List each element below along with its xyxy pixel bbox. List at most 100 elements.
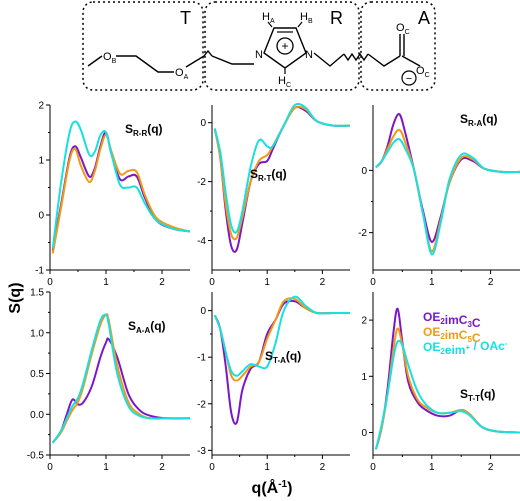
y-tick-label: 0 [361,428,367,439]
y-tick-label: -1 [35,266,44,277]
series-line-2 [52,313,190,444]
y-tick-label: -4 [197,236,206,247]
bond [87,55,103,67]
legend-item-c3: OE2imC3C [423,310,481,330]
wavy-bond [343,52,369,62]
atom-ha: HA [262,11,275,25]
series-line-3 [213,102,351,234]
series-line-2 [51,134,191,254]
y-tick-label: 1.5 [30,288,44,299]
y-tick-label: 1 [38,156,44,167]
series-line-3 [51,313,190,444]
x-tick-label: 2 [320,277,326,288]
y-tick-label: 0 [38,211,44,222]
bond [116,55,174,73]
x-tick-label: 1 [103,462,109,473]
legend-text-eim: OE2eim+ / OAc- [423,339,508,357]
segment-label-t: T [180,8,191,28]
bond [401,55,421,67]
x-tick-label: 1 [103,277,109,288]
bond [313,52,345,67]
legend-text-c5: OE2imC5C [423,325,481,345]
segment-label-a: A [418,8,430,28]
plus-charge: + [281,39,288,53]
panel-label-r-r: SR-R(q) [125,122,163,138]
y-tick-label: -2 [197,177,206,188]
atom-oc-anion: OC [416,65,430,79]
segment-box-a [360,1,436,91]
panel-a-a: -0.5 0.0 0.5 1.0 1.5 0 1 2 SA-A(q) [27,288,191,473]
atom-hb: HB [300,11,313,25]
x-tick-label: 0 [47,462,53,473]
bond [211,55,254,65]
x-tick-label: 2 [320,462,326,473]
panel-r-a: -2 0 0 1 2 SR-A(q) [358,105,520,288]
x-tick-label: 2 [159,277,165,288]
atom-ob: OB [103,51,117,65]
x-tick-label: 0 [209,462,215,473]
legend: OE2imC3C OE2imC5C OE2eim+ / OAc- [423,310,508,357]
bond [367,53,401,67]
x-axis-label: q(Å-1) [252,478,293,497]
x-tick-label: 0 [370,462,376,473]
panel-label-r-t: SR-T(q) [250,167,287,183]
series-line-3 [374,339,520,450]
atom-hc: HC [278,75,291,89]
y-tick-label: 0.5 [30,369,44,380]
x-tick-label: 0 [370,277,376,288]
carbonyl-double-bond [399,34,405,56]
series-line-3 [213,295,350,377]
panel-label-a-a: SA-A(q) [128,319,166,335]
x-tick-label: 2 [488,277,494,288]
ring-h-bonds [267,21,303,74]
minus-charge: − [406,73,412,85]
series-line-3 [375,137,520,256]
segment-box-r [204,1,360,91]
legend-item-c5: OE2imC5C [423,325,481,345]
y-tick-label: 0 [200,306,206,317]
cation-charge-circle [276,37,294,55]
series-line-1 [51,337,191,444]
y-tick-label: 1 [361,372,367,383]
atom-n2: N [305,49,313,61]
panel-t-t: 0 1 2 0 1 2 ST-T(q) [361,292,520,473]
y-tick-label: 0 [200,118,206,129]
structure-diagram: T R A OB OA + N N HA HB HC OC OC − [82,1,436,91]
y-tick-label: 0 [361,166,367,177]
panel-t-a: -3 -2 -1 0 0 1 2 ST-A(q) [197,292,350,473]
series-line-1 [375,113,520,244]
series-line-2 [213,297,350,382]
y-tick-label: 1.0 [30,328,44,339]
y-tick-label: -3 [197,446,206,457]
y-tick-label: -2 [358,228,367,239]
x-tick-label: 0 [209,277,215,288]
x-tick-label: 2 [159,462,165,473]
panel-label-t-a: ST-A(q) [265,349,301,365]
x-tick-label: 2 [488,462,494,473]
imidazolium-ring [263,27,307,69]
atom-oc-carbonyl: OC [396,22,410,36]
y-tick-label: 2 [361,316,367,327]
y-tick-label: -1 [197,353,206,364]
panel-label-r-a: SR-A(q) [460,112,498,128]
x-tick-label: 1 [429,462,435,473]
panel-label-t-t: ST-T(q) [460,387,495,403]
x-tick-label: 1 [264,277,270,288]
bond [185,55,205,68]
x-tick-label: 0 [47,277,53,288]
panel-r-t: -4 -2 0 0 1 2 SR-T(q) [197,102,351,288]
atom-oa: OA [175,67,189,81]
y-axis-label: S(q) [7,282,24,313]
x-tick-label: 1 [264,462,270,473]
legend-item-eim: OE2eim+ / OAc- [423,339,508,357]
x-tick-label: 1 [429,277,435,288]
atom-n1: N [255,49,263,61]
wavy-bond [203,49,213,57]
y-tick-label: -2 [197,399,206,410]
segment-label-r: R [330,8,343,28]
legend-text-c3: OE2imC3C [423,310,481,330]
series-line-2 [375,128,520,253]
